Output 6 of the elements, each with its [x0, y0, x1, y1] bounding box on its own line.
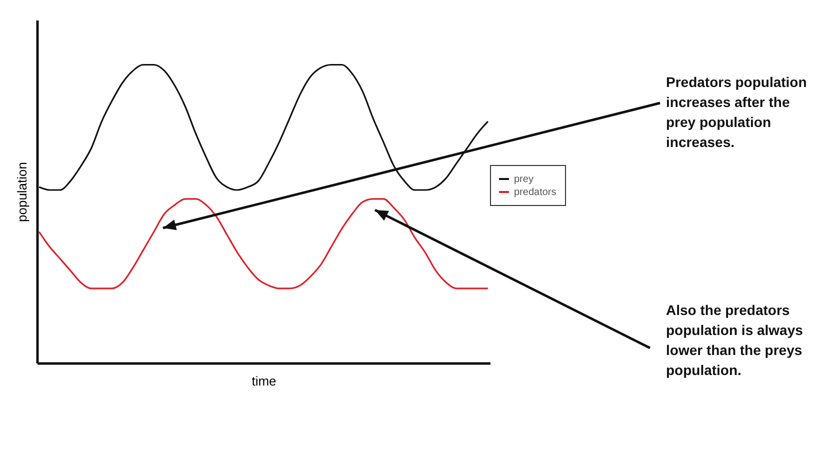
text: Predators population increases after the prey population increases. [666, 73, 808, 152]
x-axis-title: time [252, 374, 276, 388]
y-axis-title: population [14, 162, 30, 222]
text: Also the predators population is always lower than the preys population. [666, 301, 804, 380]
legend-label: predators [514, 187, 556, 198]
legend-label: prey [514, 174, 534, 185]
